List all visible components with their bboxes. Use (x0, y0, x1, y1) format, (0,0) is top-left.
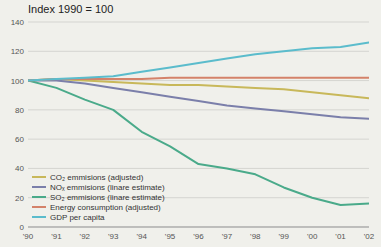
x-tick-label: '01 (335, 232, 346, 241)
y-tick-label: 20 (15, 194, 24, 203)
y-tick-label: 140 (11, 18, 25, 27)
series-line (28, 43, 369, 81)
title: Index 1990 = 100 (28, 3, 113, 15)
legend-swatch (32, 186, 46, 188)
grid-line (28, 109, 369, 110)
grid-line (28, 51, 369, 52)
legend-swatch (32, 196, 46, 198)
series-line (28, 81, 369, 119)
legend-swatch (32, 216, 46, 218)
x-tick-label: '02 (364, 232, 375, 241)
legend-label: CO₂ emmisions (adjusted) (50, 173, 144, 182)
x-tick-label: '98 (250, 232, 261, 241)
x-tick-label: '00 (307, 232, 318, 241)
grid-line (28, 168, 369, 169)
legend-label: Energy consumption (adjusted) (50, 203, 161, 212)
legend-label: GDP per capita (50, 213, 105, 222)
series-line (28, 81, 369, 205)
x-tick-label: '99 (279, 232, 290, 241)
x-tick-label: '92 (80, 232, 91, 241)
y-tick-label: 120 (11, 47, 25, 56)
chart: Index 1990 = 100 0 20 40 60 80 100 120 140 '90 '91… (0, 0, 381, 247)
x-tick-label: '91 (51, 232, 62, 241)
legend-item: SO₂ emmisions (linare estimate) (32, 193, 165, 202)
legend-item: Energy consumption (adjusted) (32, 203, 161, 212)
grid-line (28, 139, 369, 140)
legend-label: SO₂ emmisions (linare estimate) (50, 193, 165, 202)
legend-swatch (32, 206, 46, 208)
background (0, 0, 381, 247)
grid (28, 22, 369, 227)
legend: CO₂ emmisions (adjusted)NOₓ emmisions (l… (32, 173, 165, 222)
y-tick-label: 60 (15, 135, 24, 144)
legend-label: NOₓ emmisions (linare estimate) (50, 183, 165, 192)
x-tick-label: '93 (108, 232, 119, 241)
x-tick-label: '96 (193, 232, 204, 241)
grid-line (28, 22, 369, 23)
grid-line (28, 227, 369, 228)
y-tick-label: 100 (11, 77, 25, 86)
legend-item: CO₂ emmisions (adjusted) (32, 173, 144, 182)
y-tick-label: 40 (15, 164, 24, 173)
y-tick-label: 80 (15, 106, 24, 115)
y-tick-label: 0 (20, 223, 25, 232)
x-axis-line (28, 227, 369, 228)
x-tick-label: '97 (222, 232, 233, 241)
x-tick-label: '90 (23, 232, 34, 241)
legend-swatch (32, 176, 46, 178)
legend-item: GDP per capita (32, 213, 105, 222)
x-tick-label: '95 (165, 232, 176, 241)
legend-item: NOₓ emmisions (linare estimate) (32, 183, 165, 192)
x-tick-label: '94 (136, 232, 147, 241)
lines (28, 43, 369, 206)
